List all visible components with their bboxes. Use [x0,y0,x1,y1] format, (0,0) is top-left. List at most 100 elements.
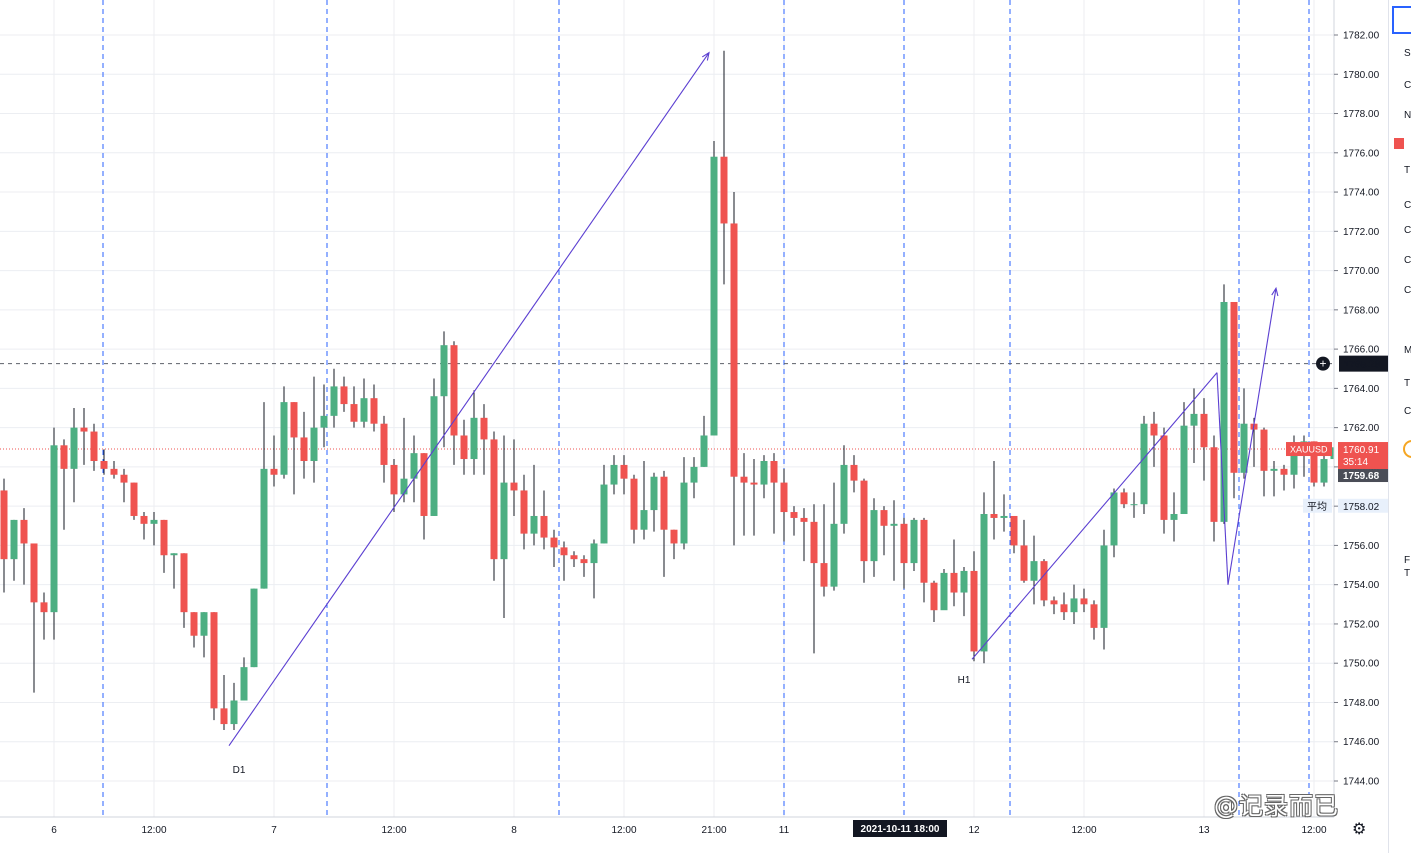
candle-body [140,515,148,524]
candle-body [400,478,408,495]
candle-body [870,510,878,562]
trend-line [1227,288,1277,585]
last-price-value: 1760.91 [1343,445,1380,456]
candle-body [860,480,868,562]
candle-body [180,553,188,613]
avg-tag-box [1303,498,1332,513]
candle-body [560,547,568,556]
x-tick-label: 6 [51,825,57,836]
candle-body [270,468,278,475]
candle-body [1320,459,1328,483]
y-tick-label: 1770.00 [1343,266,1380,277]
candle-body [940,572,948,611]
candle-body [450,345,458,436]
toolbar-red-marker [1394,138,1404,149]
candle-body [460,435,468,460]
candle-body [620,464,628,479]
candle-body [310,427,318,462]
toolbar-selected-item[interactable] [1392,6,1411,34]
x-tick-label: 7 [271,825,277,836]
annotations: D1 H1 [233,675,971,776]
candle-body [830,523,838,587]
candle-body [100,461,108,469]
y-tick-label: 1772.00 [1343,227,1380,238]
candle-body [1090,604,1098,628]
candle-body [1270,468,1278,471]
x-tick-label: 12:00 [611,825,636,836]
session-separators [102,0,1310,817]
candle-body [170,553,178,556]
candle-body [1080,598,1088,605]
candle-body [150,519,158,524]
candle-body [410,453,418,479]
candle-body [750,482,758,485]
candle-body [1240,423,1248,473]
candle-body [630,478,638,530]
candle-body [1060,604,1068,613]
candle-body [200,612,208,636]
grid-lines [0,0,1334,817]
candle-body [230,700,238,725]
countdown-value: 35:14 [1343,457,1368,468]
candle-body [600,484,608,544]
candle-body [660,476,668,530]
crosshair-price-label: 1765.26 [1344,360,1381,371]
x-tick-label: 12:00 [141,825,166,836]
candle-body [810,521,818,564]
time-cursor-box [853,820,947,837]
candle-body [1010,515,1018,546]
candle-body [730,223,738,477]
y-tick-label: 1752.00 [1343,619,1380,630]
candle-body [360,398,368,422]
candle-body [480,417,488,440]
x-tick-label: 12 [968,825,980,836]
candle-body [780,482,788,513]
toolbar-glyph: C [1404,225,1411,236]
trend-lines[interactable] [228,51,1279,746]
candle-body [10,519,18,560]
time-axis-bg [0,817,1388,853]
symbol-label: XAUUSD [1290,445,1328,455]
candle-body [240,667,248,701]
candle-body [1220,301,1228,522]
candle-body [430,396,438,516]
candle-body [160,519,168,556]
candle-body [1200,413,1208,448]
trend-arrowhead [701,51,710,61]
trend-line [971,372,1218,660]
candle-body [20,519,28,544]
candle-body [710,156,718,436]
toolbar-glyph: C [1404,80,1411,91]
candle-body [680,482,688,544]
price-axis-bg [1334,0,1388,853]
candle-body [720,156,728,224]
candle-body [370,398,378,424]
y-tick-label: 1750.00 [1343,659,1380,670]
candle-body [320,415,328,428]
candle-body [420,453,428,516]
candle-body [590,543,598,564]
y-tick-label: 1766.00 [1343,345,1380,356]
candle-body [80,427,88,432]
candle-body [1000,515,1008,518]
candle-body [1210,447,1218,522]
candle-body [1050,600,1058,605]
time-cursor-label: 2021-10-11 18:00 [861,824,940,835]
candle-body [900,523,908,564]
x-tick-label: 12:00 [381,825,406,836]
trend-line [228,52,710,746]
gear-icon[interactable]: ⚙ [1352,821,1367,838]
candle-body [190,612,198,636]
candle-body [570,555,578,560]
candle-body [340,386,348,405]
candle-body [0,490,8,560]
x-tick-label: 11 [779,825,790,836]
candle-body [910,519,918,564]
candle-body [1150,423,1158,436]
candle-body [330,386,338,416]
y-tick-label: 1756.00 [1343,541,1380,552]
candle-body [1030,561,1038,581]
plus-icon: + [1319,357,1326,371]
